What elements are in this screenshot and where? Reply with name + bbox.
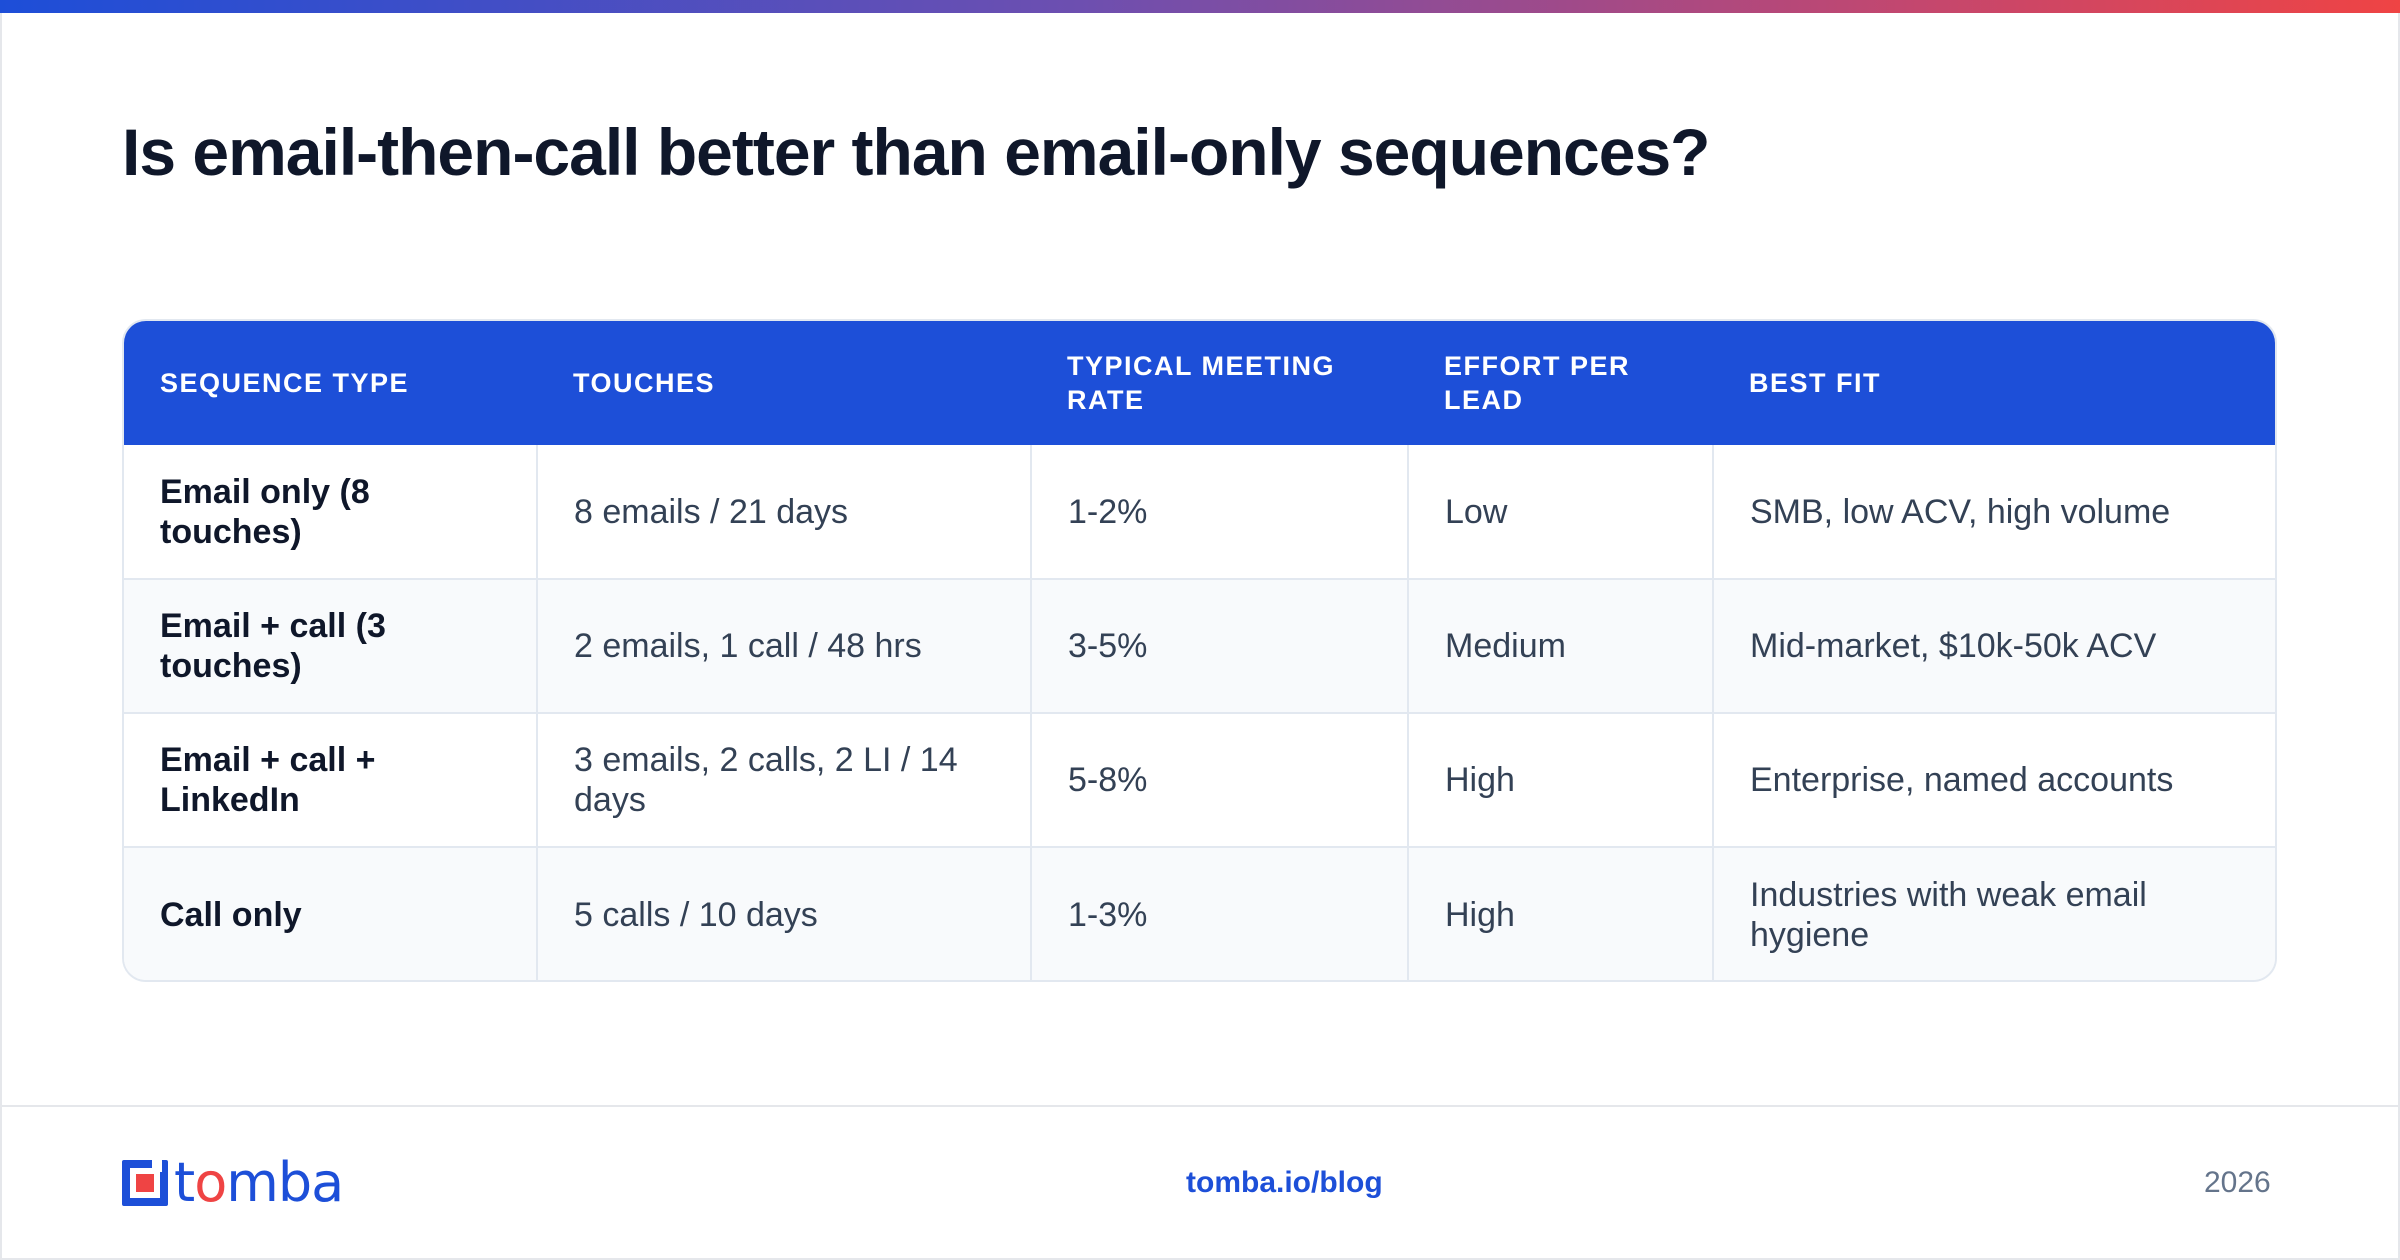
table-row: Email + call (3 touches) 2 emails, 1 cal…	[124, 578, 2275, 713]
cell-meeting-rate: 1-3%	[1030, 846, 1408, 980]
cell-sequence-type: Call only	[124, 846, 537, 980]
page-frame	[0, 13, 2400, 1260]
header-best-fit: BEST FIT	[1749, 368, 1881, 398]
table-row: Email + call + LinkedIn 3 emails, 2 call…	[124, 712, 2275, 847]
cell-best-fit: Industries with weak email hygiene	[1712, 846, 2275, 980]
cell-best-fit: Mid-market, $10k-50k ACV	[1712, 578, 2275, 713]
cell-meeting-rate: 3-5%	[1030, 578, 1408, 713]
cell-effort: High	[1407, 712, 1713, 847]
header-touches: TOUCHES	[573, 368, 716, 398]
cell-touches: 2 emails, 1 call / 48 hrs	[536, 578, 1031, 713]
cell-best-fit: Enterprise, named accounts	[1712, 712, 2275, 847]
cell-effort: Medium	[1407, 578, 1713, 713]
cell-touches: 3 emails, 2 calls, 2 LI / 14 days	[536, 712, 1031, 847]
comparison-table: SEQUENCE TYPE TOUCHES TYPICAL MEETING RA…	[124, 321, 2275, 980]
header-effort-per-lead: EFFORT PER LEAD	[1444, 351, 1631, 415]
cell-sequence-type: Email + call (3 touches)	[124, 578, 537, 713]
cell-sequence-type: Email only (8 touches)	[160, 472, 370, 551]
comparison-table-card: SEQUENCE TYPE TOUCHES TYPICAL MEETING RA…	[122, 319, 2277, 982]
header-typical-meeting-rate: TYPICAL MEETING RATE	[1067, 351, 1336, 415]
table-header-row: SEQUENCE TYPE TOUCHES TYPICAL MEETING RA…	[124, 321, 2275, 445]
cell-effort: Low	[1407, 445, 1713, 579]
table-row: Call only 5 calls / 10 days 1-3% High In…	[124, 846, 2275, 980]
cell-meeting-rate: 1-2%	[1030, 445, 1408, 579]
cell-touches: 8 emails / 21 days	[536, 445, 1031, 579]
blog-link[interactable]: tomba.io/blog	[1186, 1166, 1383, 1199]
tomba-logo-icon	[122, 1158, 168, 1206]
page-title: Is email-then-call better than email-onl…	[122, 115, 1710, 189]
tomba-logo-text: tomba	[174, 1151, 344, 1214]
cell-best-fit: SMB, low ACV, high volume	[1712, 445, 2275, 579]
cell-touches: 5 calls / 10 days	[536, 846, 1031, 980]
tomba-logo[interactable]: tomba tomba	[122, 1151, 344, 1214]
footer-year: 2026	[2204, 1166, 2271, 1199]
header-sequence-type: SEQUENCE TYPE	[160, 368, 410, 398]
top-gradient-bar	[0, 0, 2400, 13]
cell-effort: High	[1407, 846, 1713, 980]
table-row: Email only (8 touches) 8 emails / 21 day…	[124, 445, 2275, 579]
cell-sequence-type: Email + call + LinkedIn	[124, 712, 537, 847]
cell-meeting-rate: 5-8%	[1030, 712, 1408, 847]
footer-divider	[0, 1105, 2400, 1107]
